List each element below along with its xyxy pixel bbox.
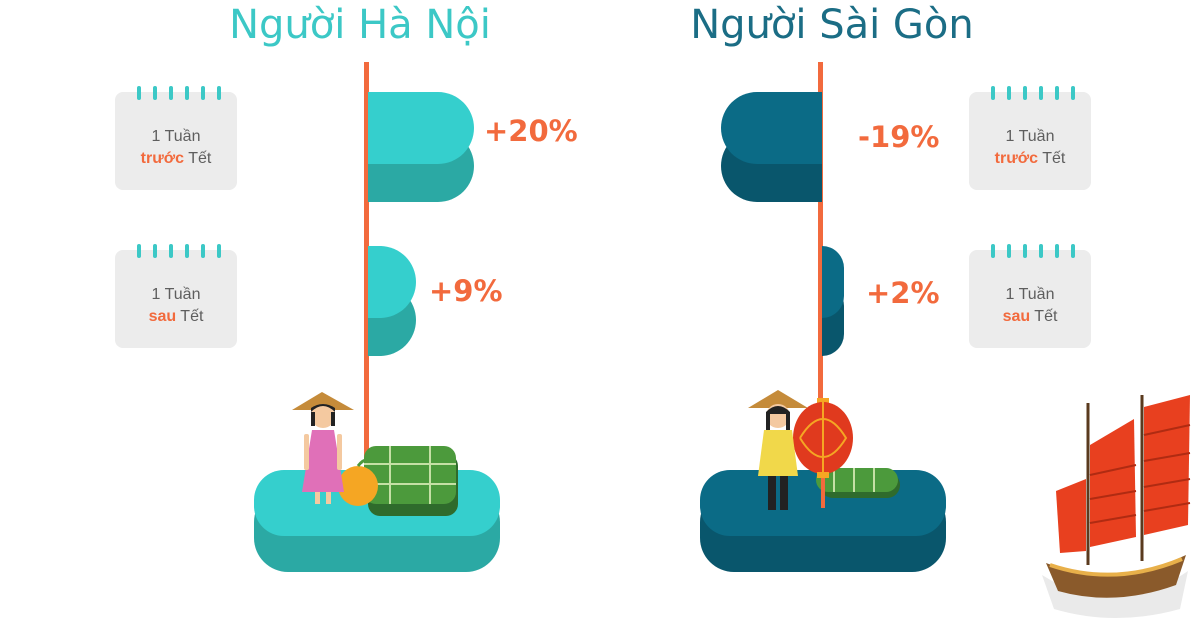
hanoi-scene <box>254 392 500 572</box>
calendar-tet: Tết <box>188 150 212 167</box>
calendar-week: 1 Tuần <box>1005 128 1055 145</box>
calendar-tet: Tết <box>1042 150 1066 167</box>
calendar-rings-icon <box>991 86 1075 100</box>
calendar-rings-icon <box>137 244 221 258</box>
hanoi-after-label: +9% <box>429 274 503 308</box>
calendar-week: 1 Tuần <box>1005 286 1055 303</box>
hanoi-title: Người Hà Nội <box>229 2 491 48</box>
calendar-week: 1 Tuần <box>151 128 201 145</box>
saigon-bar-before <box>721 92 822 164</box>
saigon-bar-after <box>822 246 844 318</box>
calendar-when: trước <box>140 150 185 167</box>
banh-tet-icon <box>816 468 900 498</box>
calendar-tet: Tết <box>1034 308 1058 325</box>
calendar-week: 1 Tuần <box>151 286 201 303</box>
saigon-pole <box>818 62 823 462</box>
saigon-woman-icon <box>748 390 808 510</box>
calendar-when: sau <box>148 308 177 325</box>
calendar-when: sau <box>1002 308 1031 325</box>
calendar-saigon-before: 1 Tuần trước Tết <box>969 86 1091 190</box>
calendar-saigon-after: 1 Tuần sau Tết <box>969 244 1091 348</box>
calendar-rings-icon <box>137 86 221 100</box>
calendar-hanoi-before: 1 Tuần trước Tết <box>115 86 237 190</box>
hanoi-woman-icon <box>292 392 354 504</box>
banh-chung-icon <box>364 446 458 516</box>
calendar-tet: Tết <box>180 308 204 325</box>
calendar-rings-icon <box>991 244 1075 258</box>
calendar-when: trước <box>994 150 1039 167</box>
hanoi-bar-before <box>368 92 474 164</box>
lantern-icon <box>793 398 853 508</box>
saigon-scene <box>700 390 946 572</box>
junk-boat-icon <box>1042 395 1191 618</box>
calendar-hanoi-after: 1 Tuần sau Tết <box>115 244 237 348</box>
hanoi-before-label: +20% <box>484 114 578 148</box>
hanoi-pole <box>364 62 369 462</box>
saigon-after-label: +2% <box>866 276 940 310</box>
saigon-before-label: -19% <box>858 120 940 154</box>
saigon-title: Người Sài Gòn <box>690 2 974 48</box>
orange-icon <box>338 458 378 506</box>
